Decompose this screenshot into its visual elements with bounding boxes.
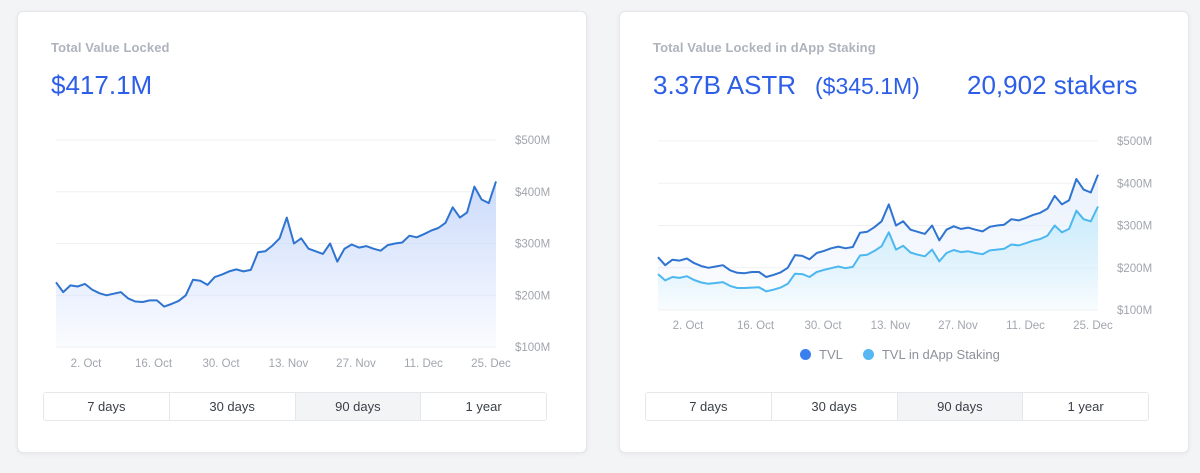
x-tick-label: 30. Oct	[804, 320, 842, 332]
staking-astr-value: 3.37B ASTR	[653, 70, 797, 100]
tvl-area	[56, 181, 496, 347]
range-7-days-button[interactable]: 7 days	[44, 393, 170, 420]
range-1-year-button[interactable]: 1 year	[1023, 393, 1148, 420]
x-tick-label: 2. Oct	[71, 358, 102, 370]
y-tick-label: $500M	[1117, 136, 1152, 148]
x-tick-label: 16. Oct	[737, 320, 775, 332]
range-90-days-button[interactable]: 90 days	[897, 393, 1024, 420]
x-tick-label: 13. Nov	[269, 358, 309, 370]
legend-dot-staking	[862, 349, 874, 360]
range-30-days-button[interactable]: 30 days	[771, 393, 898, 420]
y-tick-label: $300M	[515, 239, 550, 251]
legend-label-tvl: TVL	[819, 347, 843, 362]
tvl-card: Total Value Locked $417.1M $100M $200M $30…	[17, 11, 587, 453]
tvl-value: $417.1M	[51, 70, 153, 100]
stakers-count: 20,902 stakers	[967, 70, 1138, 100]
range-90-days-button[interactable]: 90 days	[295, 393, 422, 420]
x-tick-label: 25. Dec	[1073, 320, 1113, 332]
range-7-days-button[interactable]: 7 days	[646, 393, 772, 420]
tvl-line	[657, 174, 1099, 278]
staking-card-title: Total Value Locked in dApp Staking	[653, 40, 876, 55]
range-30-days-button[interactable]: 30 days	[169, 393, 296, 420]
x-tick-label: 30. Oct	[202, 358, 240, 370]
tvl-card-title: Total Value Locked	[51, 40, 170, 55]
tvl-range-selector: 7 days 30 days 90 days 1 year	[43, 392, 547, 421]
range-1-year-button[interactable]: 1 year	[421, 393, 546, 420]
x-tick-label: 16. Oct	[135, 358, 173, 370]
chart-legend: TVL TVL in dApp Staking	[800, 347, 1000, 362]
y-tick-label: $100M	[1117, 305, 1152, 317]
y-tick-label: $100M	[515, 342, 550, 354]
legend-item-tvl[interactable]: TVL	[800, 347, 843, 362]
y-tick-label: $200M	[1117, 263, 1152, 275]
x-tick-label: 27. Nov	[938, 320, 978, 332]
legend-label-staking: TVL in dApp Staking	[881, 347, 1000, 362]
x-tick-label: 27. Nov	[336, 358, 376, 370]
x-tick-label: 2. Oct	[673, 320, 704, 332]
tvl-line	[55, 181, 497, 308]
legend-item-staking[interactable]: TVL in dApp Staking	[862, 347, 1000, 362]
y-tick-label: $400M	[1117, 178, 1152, 190]
x-tick-label: 11. Dec	[404, 358, 443, 370]
staking-usd-value: ($345.1M)	[815, 73, 920, 99]
y-tick-label: $500M	[515, 135, 550, 147]
staking-chart: $100M $200M $300M $400M $500M 2. Oct 16. Oct 30…	[657, 136, 1152, 332]
staking-range-selector: 7 days 30 days 90 days 1 year	[645, 392, 1149, 421]
tvl-in-dapp-staking-line	[657, 206, 1099, 293]
x-tick-label: 25. Dec	[471, 358, 511, 370]
y-tick-label: $300M	[1117, 221, 1152, 233]
tvl-in-dapp-staking-area	[658, 206, 1098, 310]
x-tick-label: 11. Dec	[1006, 320, 1045, 332]
staking-card: Total Value Locked in dApp Staking 3.37B…	[619, 11, 1189, 453]
legend-dot-tvl	[800, 349, 811, 360]
y-tick-label: $200M	[515, 290, 550, 302]
x-tick-label: 13. Nov	[871, 320, 911, 332]
tvl-chart: $100M $200M $300M $400M $500M 2. Oct 16. Oct 30…	[55, 135, 550, 370]
y-tick-label: $400M	[515, 187, 550, 199]
